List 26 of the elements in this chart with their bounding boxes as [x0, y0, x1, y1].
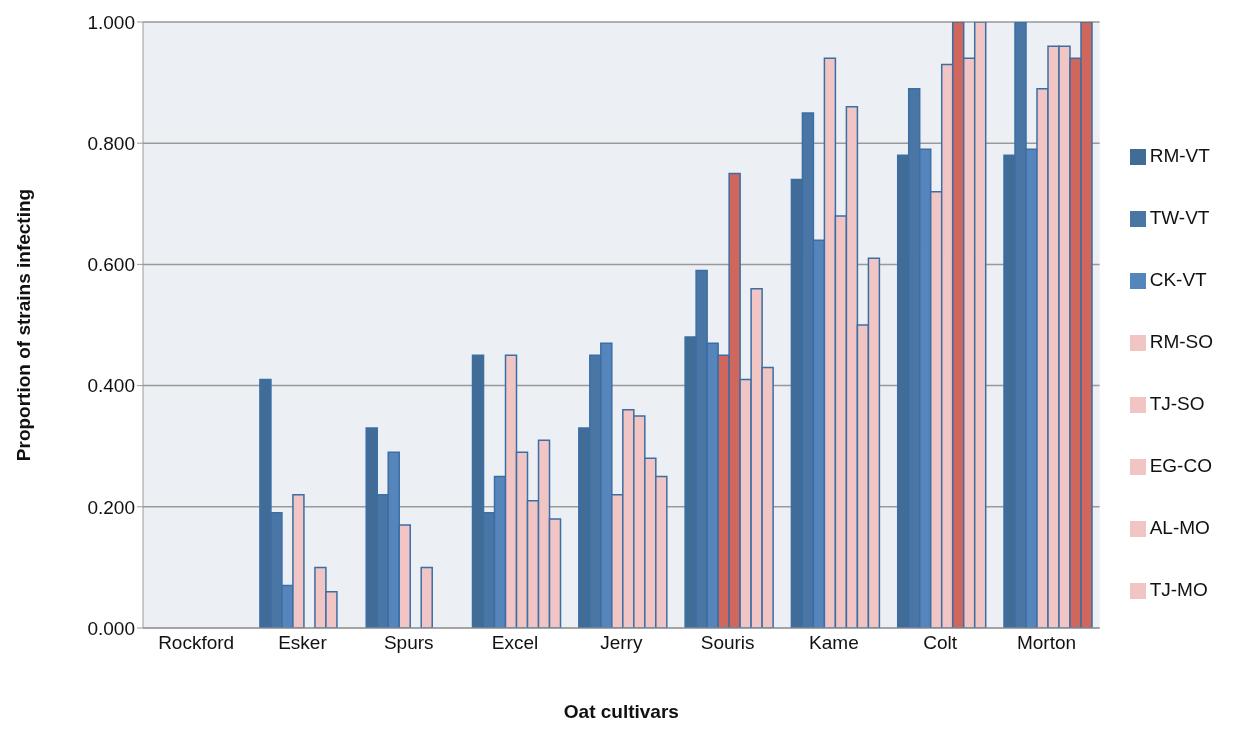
legend-label: TJ-SO	[1149, 393, 1205, 414]
legend-label: CK-VT	[1149, 269, 1207, 290]
legend-label: EG-CO	[1149, 455, 1212, 476]
legend-label: TJ-MO	[1149, 579, 1208, 600]
y-tick-label: 1.000	[87, 11, 135, 33]
x-tick-label: Jerry	[600, 632, 643, 654]
y-tick-label: 0.400	[87, 375, 135, 397]
y-tick-label: 0.000	[87, 617, 135, 639]
bar	[420, 566, 433, 628]
x-tick-label: Spurs	[383, 632, 434, 654]
x-tick-label: Colt	[923, 632, 958, 654]
x-tick-label: Souris	[700, 632, 755, 654]
y-axis-title: Proportion of strains infecting	[12, 188, 34, 462]
x-axis-title: Oat cultivars	[563, 701, 679, 722]
legend-label: TW-VT	[1149, 207, 1210, 228]
legend-label: RM-SO	[1149, 331, 1213, 352]
x-tick-label: Rockford	[158, 632, 235, 654]
y-tick-label: 0.200	[87, 496, 135, 518]
x-tick-label: Excel	[491, 632, 539, 654]
legend-label: RM-VT	[1149, 145, 1210, 166]
x-tick-label: Esker	[278, 632, 328, 654]
x-tick-label: Morton	[1016, 632, 1077, 654]
y-tick-label: 0.800	[87, 132, 135, 154]
legend-label: AL-MO	[1149, 517, 1210, 538]
x-tick-label: Kame	[809, 632, 859, 654]
y-tick-label: 0.600	[87, 254, 135, 276]
